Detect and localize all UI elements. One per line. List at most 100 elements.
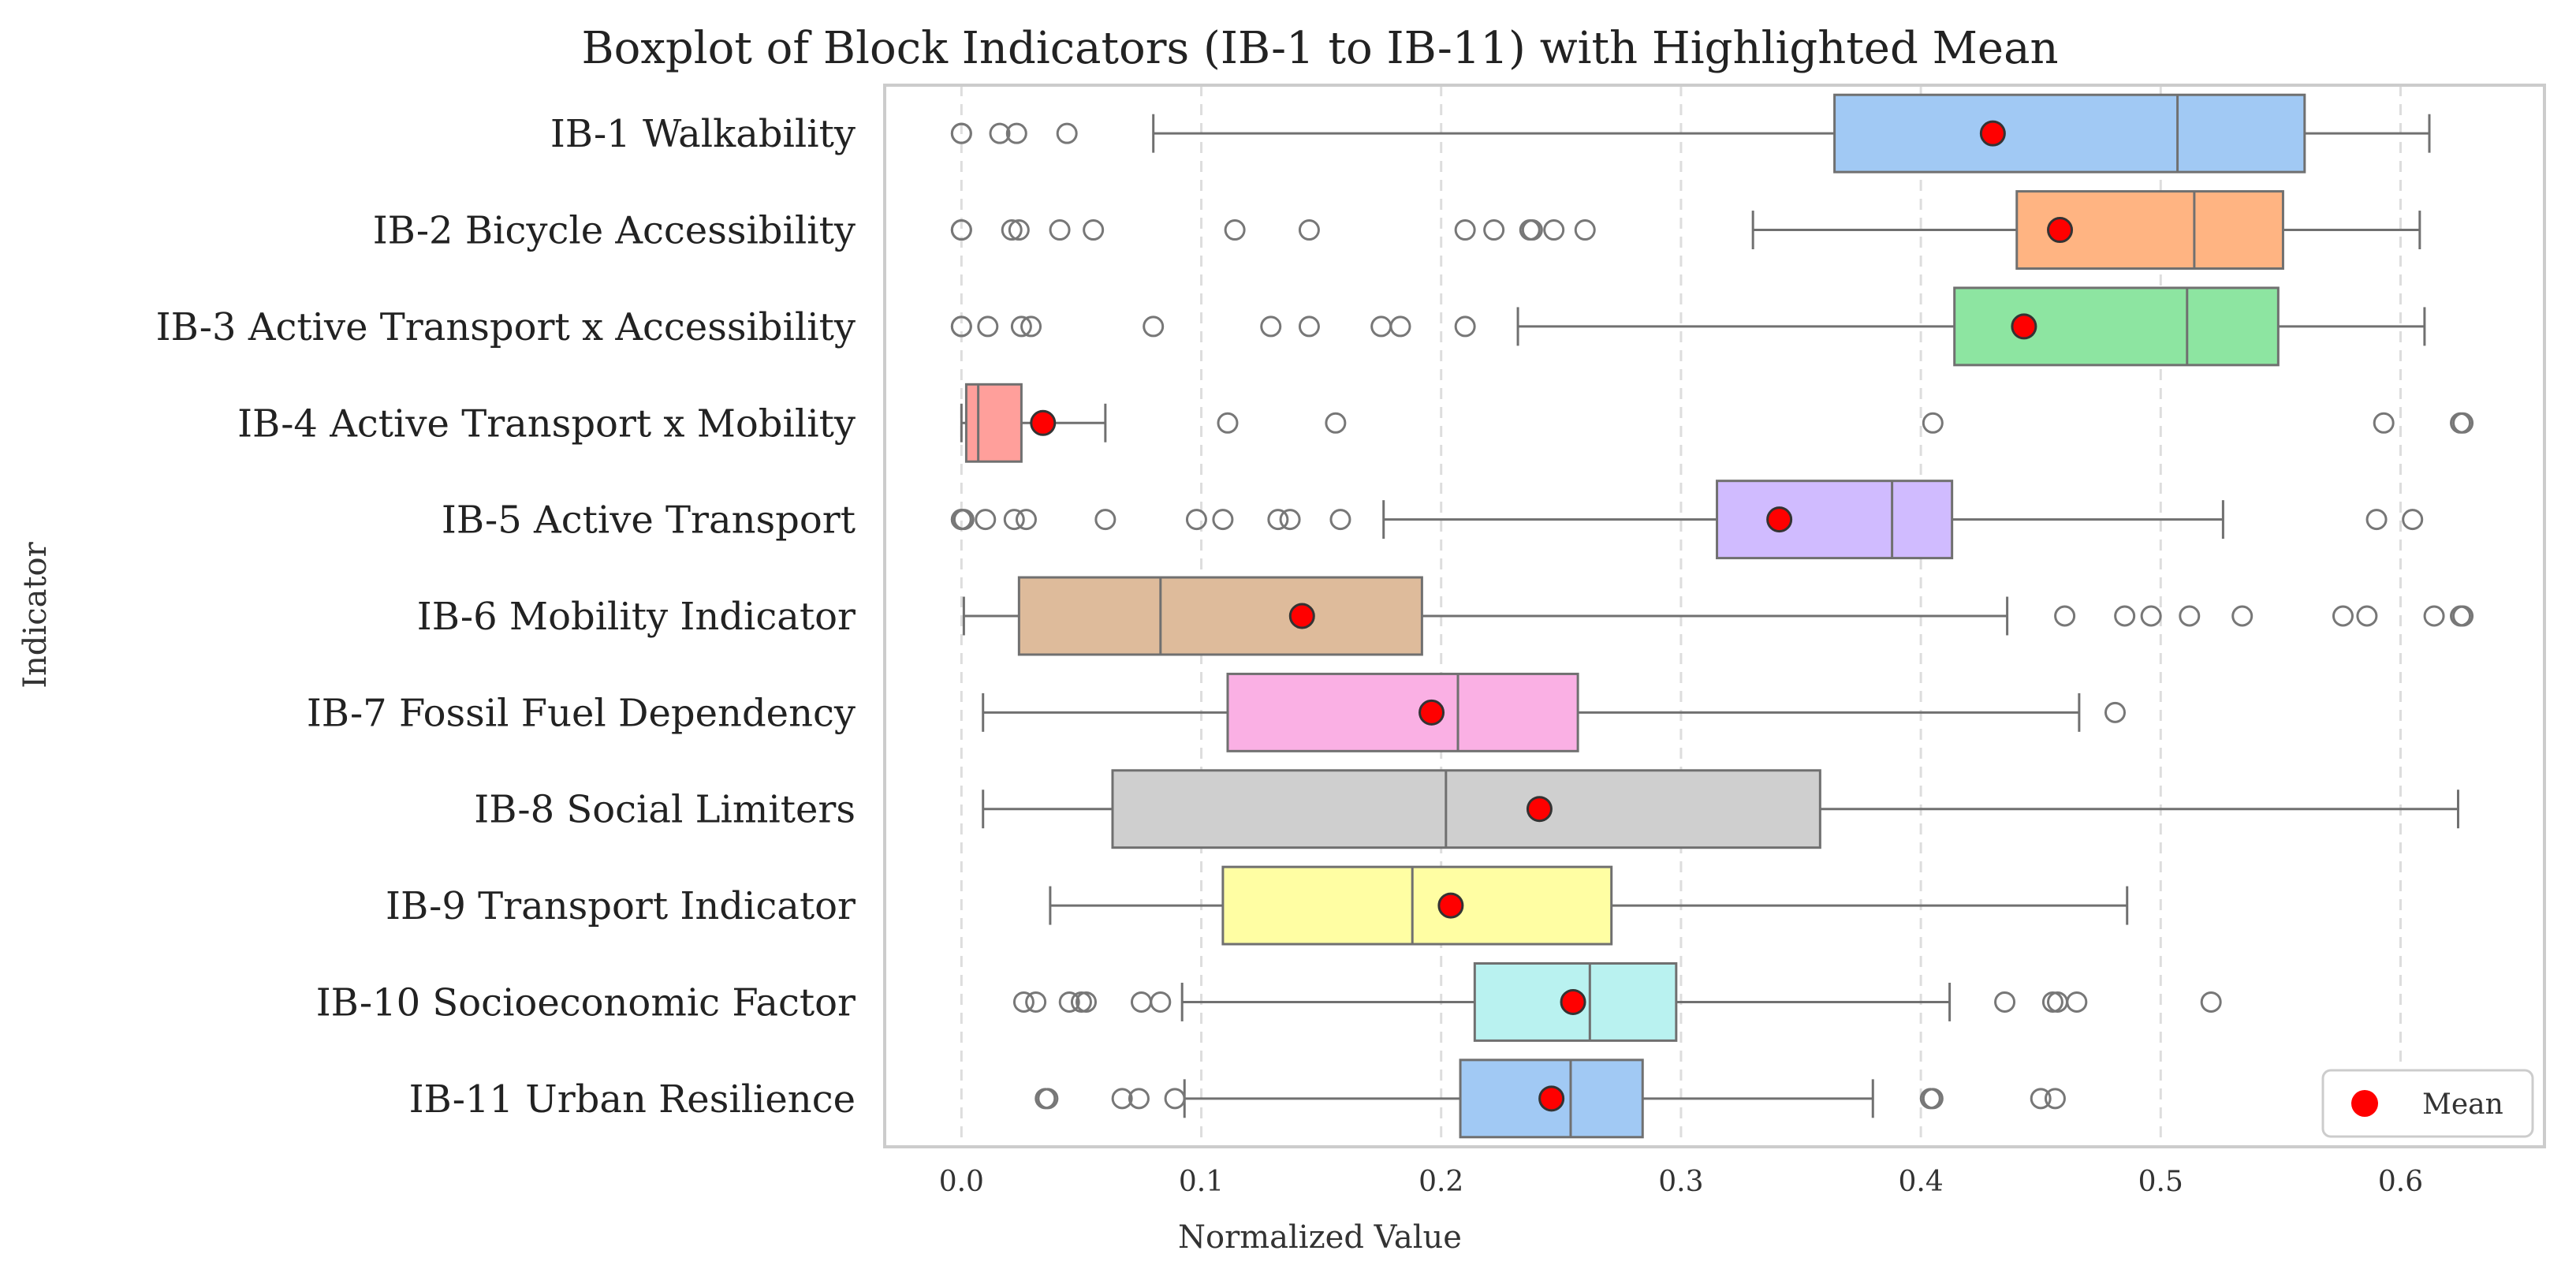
mean-marker	[1437, 892, 1464, 919]
x-tick-label: 0.4	[1898, 1166, 1943, 1198]
x-tick-label: 0.3	[1658, 1166, 1703, 1198]
outlier-point	[2200, 991, 2222, 1013]
outlier-point	[1483, 219, 1505, 241]
outlier-point	[1325, 412, 1347, 434]
outlier-point	[950, 219, 972, 241]
y-axis-label: Indicator	[17, 541, 54, 688]
outlier-point	[1224, 219, 1246, 241]
iqr-box	[1833, 93, 2306, 174]
iqr-box	[1221, 865, 1613, 946]
outlier-point	[2066, 991, 2088, 1013]
x-tick-label: 0.0	[939, 1166, 984, 1198]
legend-box	[2321, 1069, 2534, 1138]
box-group	[950, 286, 2426, 367]
outlier-point	[2402, 509, 2424, 531]
iqr-box	[1226, 672, 1579, 752]
outlier-point	[1005, 122, 1027, 144]
outlier-point	[1922, 412, 1944, 434]
outlier-point	[1037, 1088, 1059, 1110]
box-group	[962, 576, 2474, 656]
mean-marker	[2047, 217, 2074, 244]
outlier-point	[1922, 1088, 1944, 1110]
x-axis-ticks: 0.0 0.1 0.2 0.3 0.4 0.5 0.6	[939, 1166, 2423, 1198]
outlier-point	[1111, 1088, 1133, 1110]
outlier-point	[2423, 605, 2445, 627]
legend-mean-marker	[2351, 1090, 2378, 1117]
box-group	[960, 383, 2474, 463]
mean-marker	[1526, 796, 1553, 823]
iqr-box	[1111, 769, 1821, 849]
indicator-label: IB-2 Bicycle Accessibility	[373, 209, 856, 253]
outlier-point	[2356, 605, 2378, 627]
box-group	[950, 480, 2424, 560]
outlier-point	[2179, 605, 2201, 627]
mean-marker	[1766, 506, 1793, 533]
mean-marker	[1560, 988, 1586, 1015]
outlier-point	[2041, 991, 2063, 1013]
mean-marker	[1979, 120, 2006, 147]
outlier-point	[1020, 315, 1042, 338]
box-group	[1049, 865, 2129, 946]
outlier-point	[2365, 509, 2388, 531]
box-group	[1035, 1058, 2066, 1139]
outlier-point	[952, 509, 975, 531]
outlier-point	[1521, 219, 1543, 241]
iqr-box	[1716, 480, 1954, 560]
outlier-point	[1217, 412, 1239, 434]
outlier-point	[1094, 509, 1117, 531]
indicator-label: IB-3 Active Transport x Accessibility	[156, 305, 856, 349]
outlier-point	[1143, 315, 1165, 338]
outlier-point	[1010, 315, 1032, 338]
legend-mean-label: Mean	[2422, 1088, 2503, 1121]
indicator-label: IB-8 Social Limiters	[474, 788, 856, 832]
indicator-label: IB-9 Transport Indicator	[386, 884, 856, 928]
box-layer	[950, 93, 2474, 1139]
iqr-box	[1953, 286, 2280, 367]
outlier-point	[1012, 991, 1035, 1013]
box-group	[982, 672, 2126, 752]
x-tick-label: 0.1	[1179, 1166, 1224, 1198]
mean-marker	[1288, 603, 1315, 629]
outlier-point	[1015, 509, 1037, 531]
outlier-point	[1454, 219, 1476, 241]
x-axis-label: Normalized Value	[1178, 1219, 1462, 1256]
indicator-label: IB-5 Active Transport	[442, 498, 856, 543]
outlier-point	[2044, 1088, 2066, 1110]
outlier-point	[2104, 701, 2126, 723]
x-tick-label: 0.2	[1418, 1166, 1463, 1198]
box-group	[982, 769, 2459, 849]
mean-marker	[1538, 1085, 1565, 1112]
outlier-point	[1128, 1088, 1150, 1110]
outlier-point	[1008, 219, 1030, 241]
outlier-point	[1025, 991, 1047, 1013]
outlier-point	[2114, 605, 2136, 627]
indicator-label: IB-11 Urban Resilience	[409, 1077, 856, 1122]
outlier-point	[2054, 605, 2076, 627]
outlier-point	[2373, 412, 2395, 434]
outlier-point	[950, 315, 972, 338]
indicator-label: IB-7 Fossil Fuel Dependency	[307, 691, 856, 735]
outlier-point	[1185, 509, 1207, 531]
outlier-point	[1370, 315, 1392, 338]
box-group	[950, 190, 2421, 270]
outlier-point	[1574, 219, 1596, 241]
outlier-point	[1212, 509, 1234, 531]
indicator-label: IB-4 Active Transport x Mobility	[237, 401, 856, 446]
x-tick-label: 0.6	[2378, 1166, 2423, 1198]
legend: Mean	[2321, 1069, 2534, 1138]
outlier-point	[2030, 1088, 2052, 1110]
outlier-point	[1070, 991, 1092, 1013]
outlier-point	[1001, 219, 1023, 241]
outlier-point	[1389, 315, 1411, 338]
outlier-point	[977, 315, 999, 338]
mean-marker	[1418, 699, 1445, 726]
outlier-point	[1130, 991, 1152, 1013]
outlier-point	[1298, 315, 1320, 338]
outlier-point	[1454, 315, 1476, 338]
outlier-point	[1994, 991, 2016, 1013]
outlier-point	[1056, 122, 1078, 144]
y-axis-category-labels: IB-1 Walkability IB-2 Bicycle Accessibili…	[156, 112, 856, 1122]
outlier-point	[2231, 605, 2254, 627]
outlier-point	[2332, 605, 2354, 627]
outlier-point	[1279, 509, 1301, 531]
